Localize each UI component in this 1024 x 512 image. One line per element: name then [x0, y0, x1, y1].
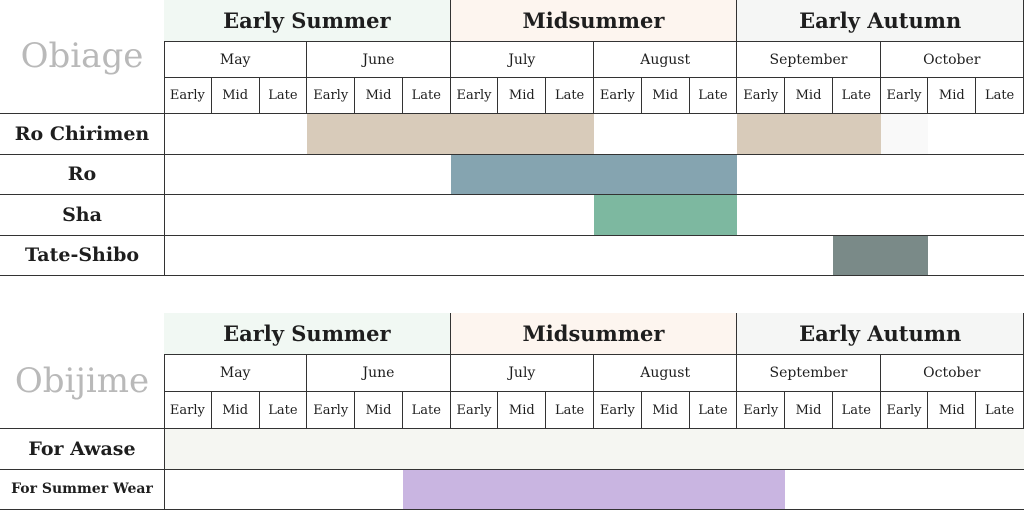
period-header: Late — [546, 78, 594, 114]
period-header: Mid — [641, 392, 690, 429]
section-title: Obiage — [20, 36, 144, 76]
month-header: May — [164, 42, 308, 78]
period-header: Early — [307, 392, 356, 429]
season-bar — [450, 154, 738, 194]
season-bar — [307, 114, 594, 154]
period-header: Late — [259, 392, 308, 429]
period-header: Early — [164, 392, 212, 429]
season-header: Early Summer — [164, 313, 451, 355]
period-header: Early — [450, 392, 499, 429]
period-header: Mid — [498, 78, 547, 114]
period-header: Mid — [785, 78, 833, 114]
obijime-table: Obijime Early Summer Midsummer Early Autumn… — [0, 313, 1024, 510]
season-header: Midsummer — [450, 0, 738, 42]
period-header: Mid — [928, 392, 977, 429]
month-header: October — [880, 42, 1024, 78]
row-label: For Awase — [0, 429, 165, 470]
month-header: August — [594, 42, 738, 78]
season-header: Early Summer — [164, 0, 451, 42]
period-header: Early — [450, 78, 499, 114]
month-header: September — [737, 355, 881, 392]
period-header: Early — [880, 78, 929, 114]
period-header: Late — [976, 78, 1024, 114]
period-header: Late — [546, 392, 594, 429]
season-header: Early Autumn — [737, 0, 1024, 42]
period-header: Early — [880, 392, 929, 429]
period-header: Mid — [355, 392, 403, 429]
period-header: Early — [737, 392, 786, 429]
period-header: Early — [164, 78, 212, 114]
month-header: July — [450, 355, 594, 392]
period-header: Early — [594, 78, 642, 114]
season-bar — [164, 429, 1024, 469]
period-header: Early — [737, 78, 786, 114]
period-header: Late — [689, 78, 738, 114]
period-header: Mid — [211, 392, 260, 429]
row-label: For Summer Wear — [0, 469, 165, 510]
month-header: August — [594, 355, 738, 392]
row-divider — [0, 194, 1024, 195]
obiage-table: Obiage Early Summer Midsummer Early Autumn M… — [0, 0, 1024, 276]
month-header: September — [737, 42, 881, 78]
row-label: Tate-Shibo — [0, 235, 165, 276]
row-divider — [0, 234, 1024, 236]
season-bar — [832, 235, 929, 275]
row-label: Ro — [0, 154, 165, 195]
grid-left-border — [164, 313, 165, 429]
month-header: June — [307, 355, 451, 392]
row-divider — [0, 509, 1024, 510]
period-header: Mid — [211, 78, 260, 114]
period-header: Mid — [641, 78, 690, 114]
period-header: Late — [976, 392, 1024, 429]
period-header: Mid — [355, 78, 403, 114]
period-header: Mid — [928, 78, 977, 114]
section-title: Obijime — [14, 361, 150, 401]
season-header: Early Autumn — [737, 313, 1024, 355]
period-header: Late — [259, 78, 308, 114]
row-label: Sha — [0, 195, 165, 236]
season-bar — [594, 195, 738, 235]
row-divider — [0, 468, 1024, 470]
period-header: Mid — [498, 392, 547, 429]
season-bar — [880, 114, 929, 154]
row-divider — [0, 275, 1024, 276]
period-header: Early — [594, 392, 642, 429]
month-header: May — [164, 355, 308, 392]
month-header: June — [307, 42, 451, 78]
season-header: Midsummer — [450, 313, 738, 355]
month-header: October — [880, 355, 1024, 392]
period-header: Late — [832, 392, 881, 429]
period-header: Late — [689, 392, 738, 429]
month-header: July — [450, 42, 594, 78]
grid-left-border — [164, 0, 165, 114]
row-divider — [0, 153, 1024, 155]
season-bar — [402, 469, 786, 509]
period-header: Early — [307, 78, 356, 114]
row-label: Ro Chirimen — [0, 114, 165, 155]
period-header: Mid — [785, 392, 833, 429]
period-header: Late — [402, 392, 451, 429]
season-bar — [737, 114, 881, 154]
period-header: Late — [402, 78, 451, 114]
period-header: Late — [832, 78, 881, 114]
